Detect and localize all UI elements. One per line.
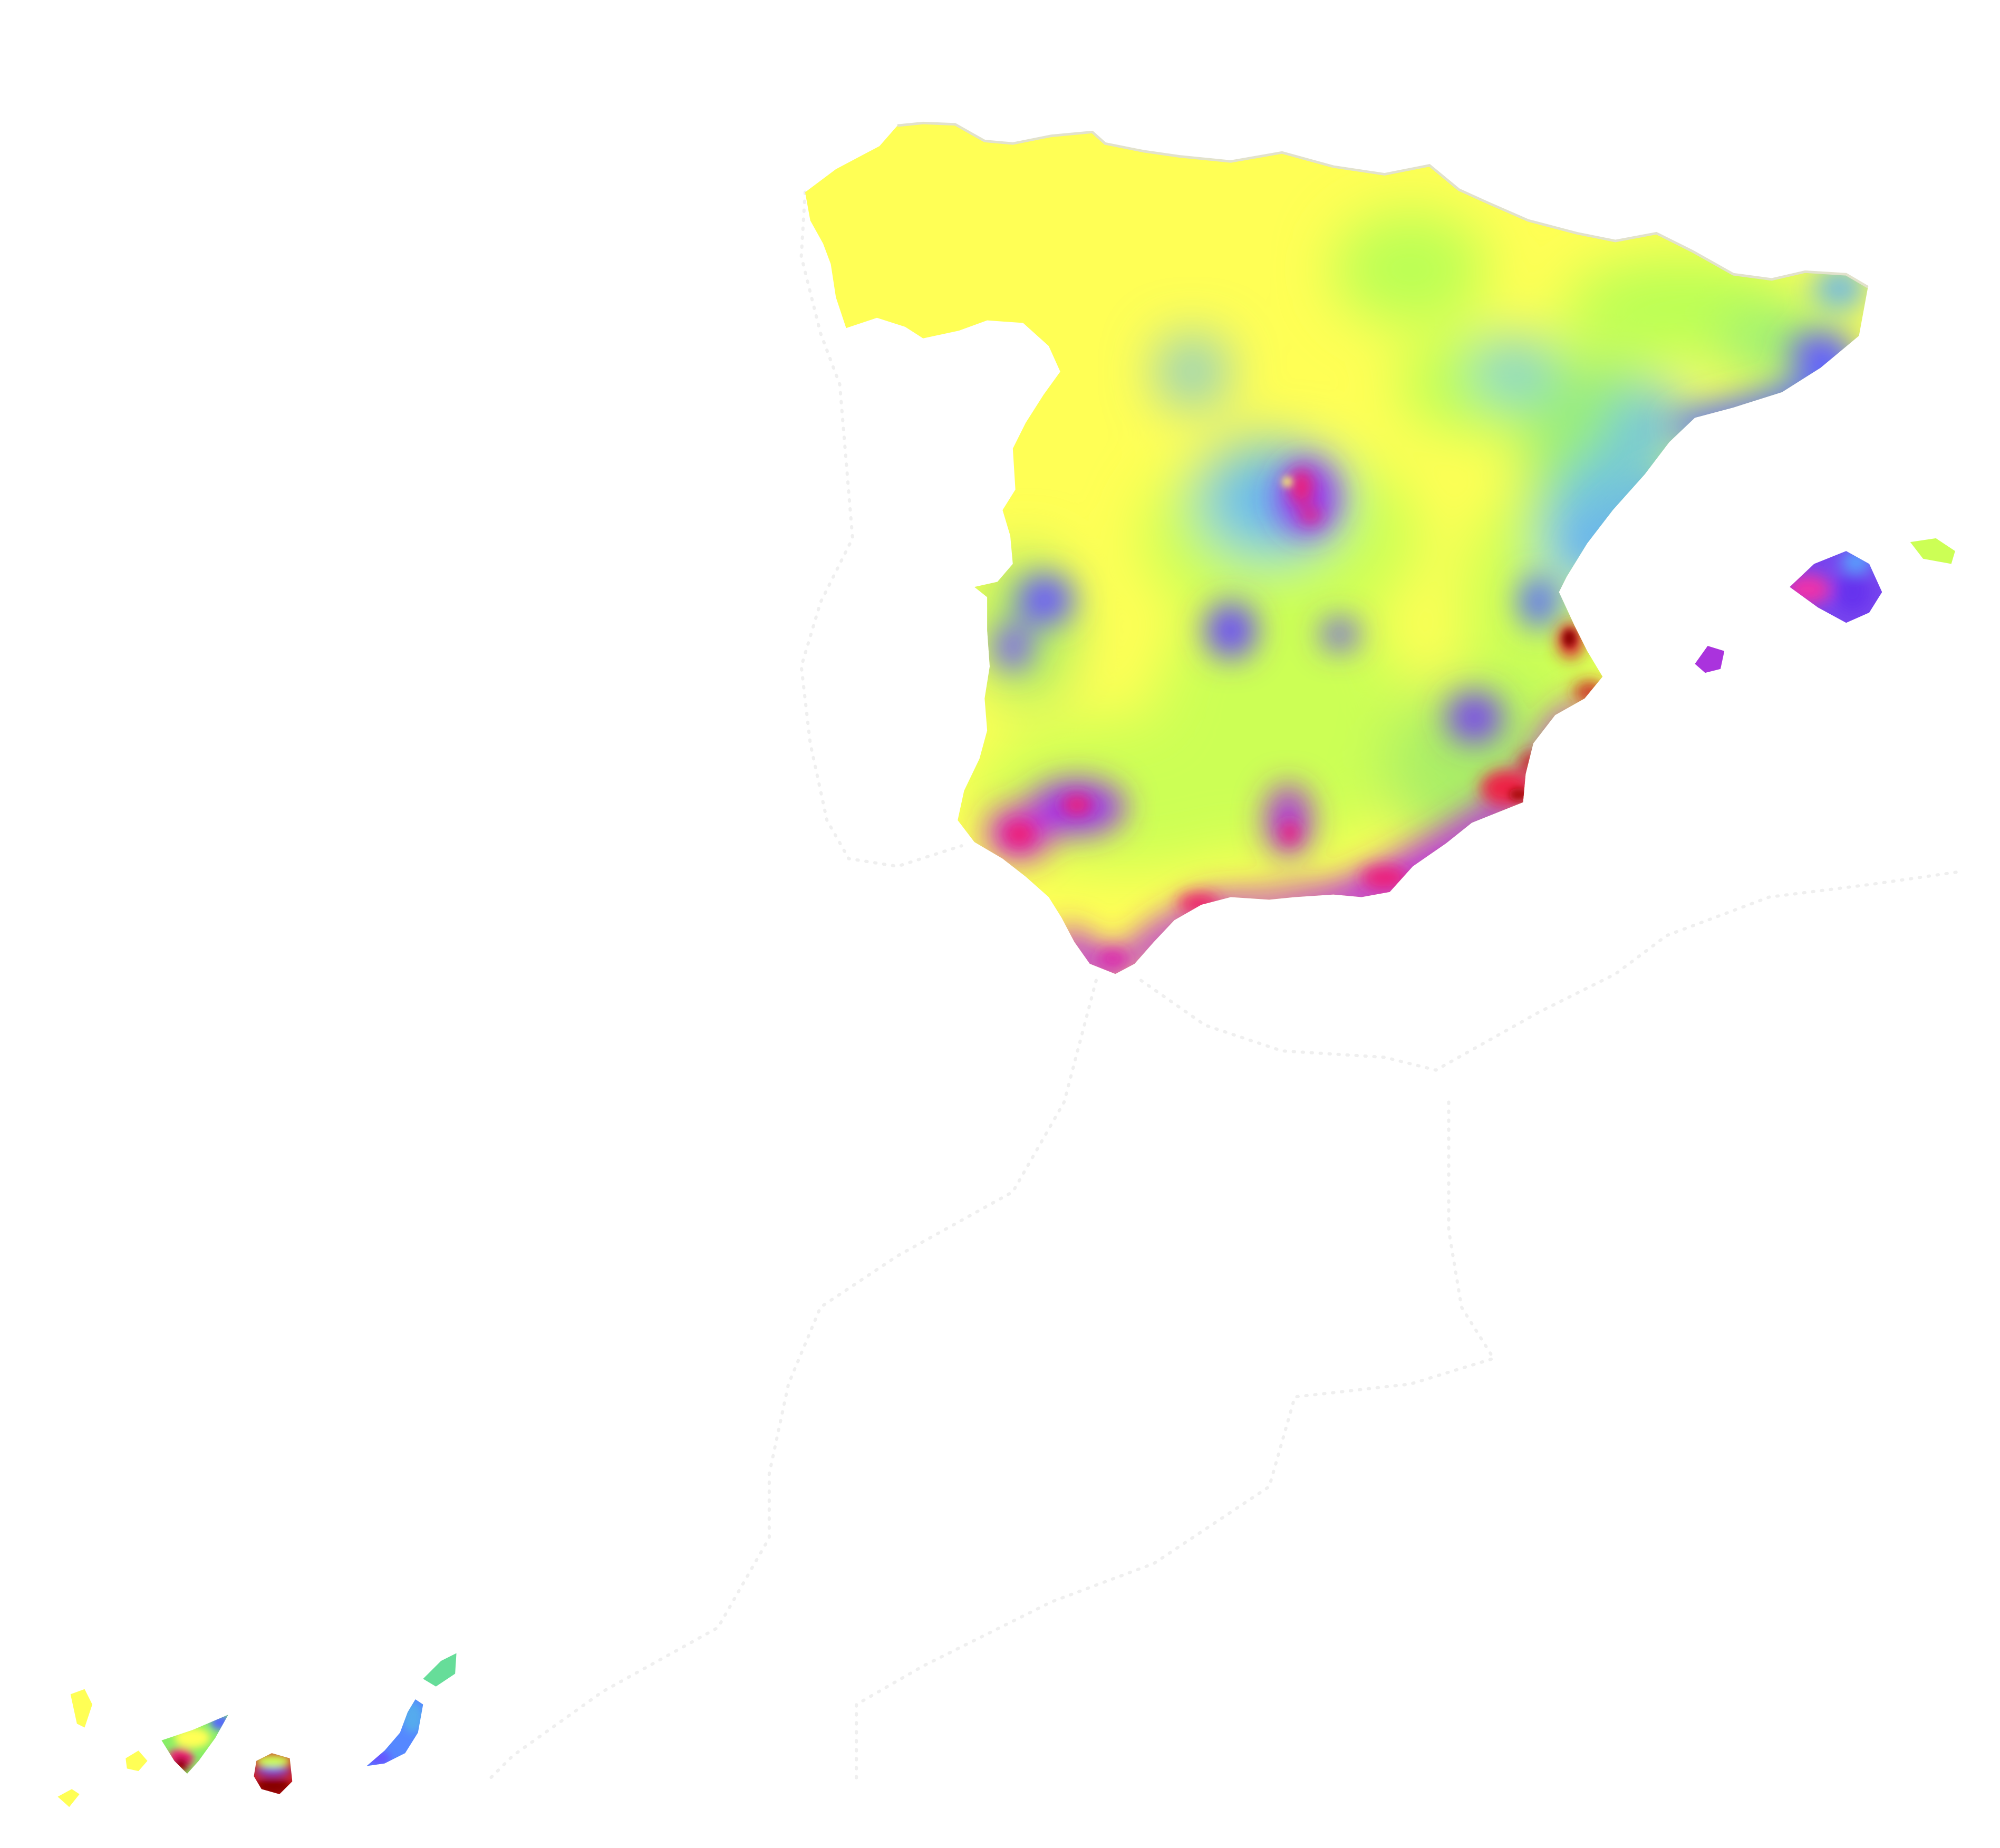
spain-outline <box>897 121 1869 288</box>
region-la-gomera <box>125 1750 148 1772</box>
region-la-palma <box>70 1689 93 1728</box>
region-ibiza <box>1695 646 1725 673</box>
region-menorca <box>1910 538 1955 564</box>
region-lanzarote <box>423 1653 457 1687</box>
background-coastlines <box>485 190 1964 1783</box>
region-gran-canaria <box>254 1753 293 1794</box>
region-el-hierro <box>57 1789 80 1807</box>
region-fuerteventura <box>366 1699 423 1766</box>
region-tenerife <box>161 1715 228 1774</box>
region-mallorca <box>1790 551 1882 623</box>
region-spain <box>805 123 1868 974</box>
